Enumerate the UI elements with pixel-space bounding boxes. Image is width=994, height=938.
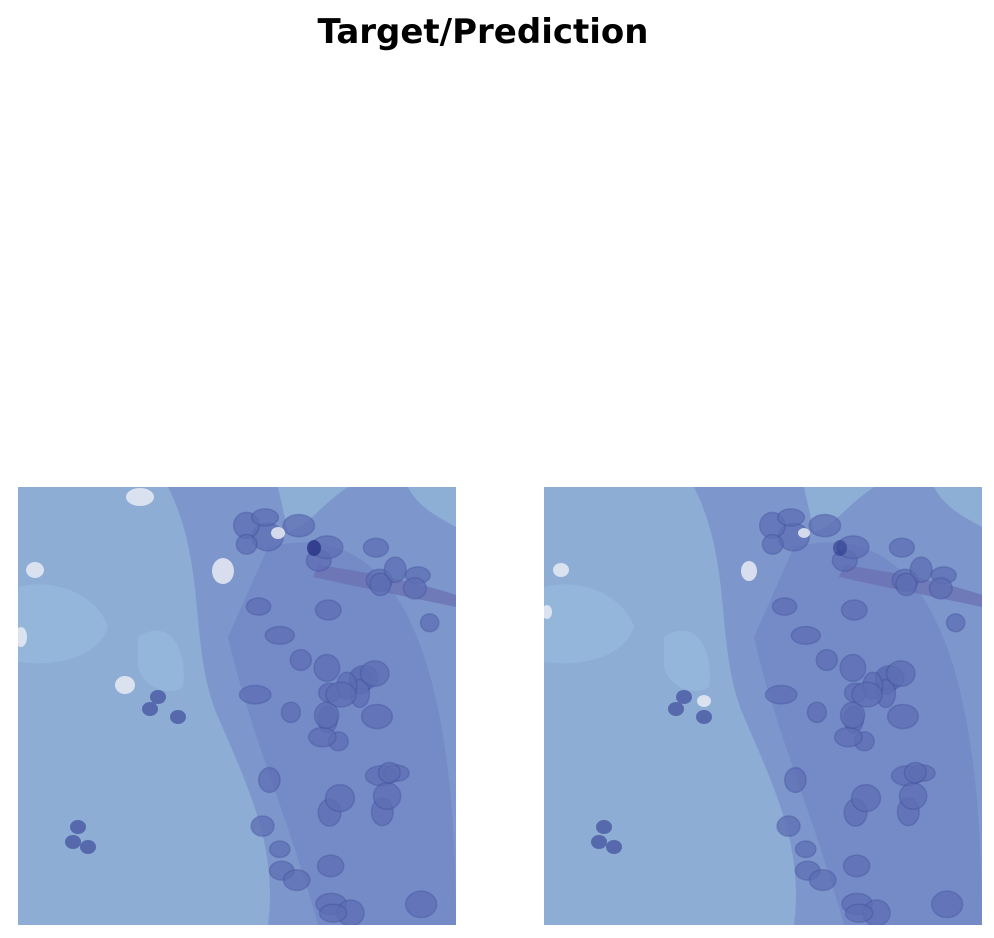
nucleus [142, 702, 158, 716]
nucleus [840, 599, 868, 621]
nucleus [324, 783, 356, 813]
dark-cell [307, 540, 321, 556]
prediction-image [544, 487, 982, 925]
nucleus [404, 890, 438, 919]
nucleus [377, 761, 401, 784]
pale-area [544, 584, 634, 664]
nucleus [790, 625, 822, 645]
nucleus [250, 815, 275, 837]
nucleus [170, 710, 186, 724]
nucleus [150, 690, 166, 704]
dark-cell [833, 540, 847, 556]
nucleus [898, 782, 928, 811]
nucleus [596, 820, 612, 834]
vacuole [18, 627, 27, 647]
nucleus [257, 766, 281, 794]
nucleus [268, 840, 291, 859]
nucleus [839, 653, 867, 683]
nucleus [833, 726, 863, 748]
nucleus [776, 815, 801, 837]
nucleus [313, 653, 341, 683]
nucleus [314, 599, 342, 621]
vacuole [271, 527, 285, 539]
nucleus [264, 625, 296, 645]
nucleus [808, 513, 842, 538]
nucleus [806, 701, 828, 724]
vacuole [126, 488, 154, 506]
nucleus [844, 903, 874, 923]
nucleus [313, 701, 340, 730]
nucleus [325, 681, 357, 708]
nucleus [80, 840, 96, 854]
nucleus [885, 660, 916, 688]
target-image [18, 487, 456, 925]
nucleus [289, 648, 313, 672]
nucleus [842, 854, 871, 878]
nucleus [903, 761, 927, 784]
nucleus [307, 726, 337, 748]
nucleus [372, 782, 402, 811]
nucleus [930, 890, 964, 919]
nucleus [783, 766, 807, 794]
pale-area [664, 630, 710, 691]
nucleus [65, 835, 81, 849]
vacuole [544, 605, 552, 619]
nucleus [808, 868, 837, 892]
vacuole [798, 528, 810, 538]
nucleus [383, 556, 407, 584]
nucleus [696, 710, 712, 724]
nucleus [280, 701, 302, 724]
nucleus [928, 577, 953, 600]
nucleus [888, 537, 916, 558]
nucleus [909, 556, 933, 584]
nucleus [316, 854, 345, 878]
nucleus [282, 868, 311, 892]
nucleus [851, 681, 883, 708]
nucleus [245, 597, 272, 616]
nucleus [362, 537, 390, 558]
nucleus [318, 903, 348, 923]
nucleus [815, 648, 839, 672]
nucleus [764, 684, 798, 705]
nucleus [776, 508, 806, 527]
nucleus [606, 840, 622, 854]
nucleus [676, 690, 692, 704]
nucleus [895, 572, 918, 597]
nucleus [282, 513, 316, 538]
vacuole [553, 563, 569, 577]
vacuole [697, 695, 711, 707]
nucleus [886, 703, 920, 730]
nucleus [235, 533, 258, 555]
nucleus [761, 533, 784, 555]
nucleus [360, 703, 394, 730]
nucleus [668, 702, 684, 716]
vacuole [212, 558, 234, 584]
lumen-region [934, 487, 982, 527]
nucleus [850, 783, 882, 813]
nucleus [250, 508, 280, 527]
nucleus [359, 660, 390, 688]
nucleus [369, 572, 392, 597]
nucleus [419, 613, 440, 633]
pale-area [18, 584, 108, 664]
lumen-region [408, 487, 456, 527]
vacuole [26, 562, 44, 578]
nucleus [945, 613, 966, 633]
vacuole [741, 561, 757, 581]
nucleus [591, 835, 607, 849]
vacuole [115, 676, 135, 694]
nucleus [402, 577, 427, 600]
nucleus [771, 597, 798, 616]
nucleus [794, 840, 817, 859]
pale-area [138, 630, 184, 691]
nucleus [70, 820, 86, 834]
figure-title: Target/Prediction [317, 12, 649, 52]
nucleus [238, 684, 272, 705]
nucleus [839, 701, 866, 730]
